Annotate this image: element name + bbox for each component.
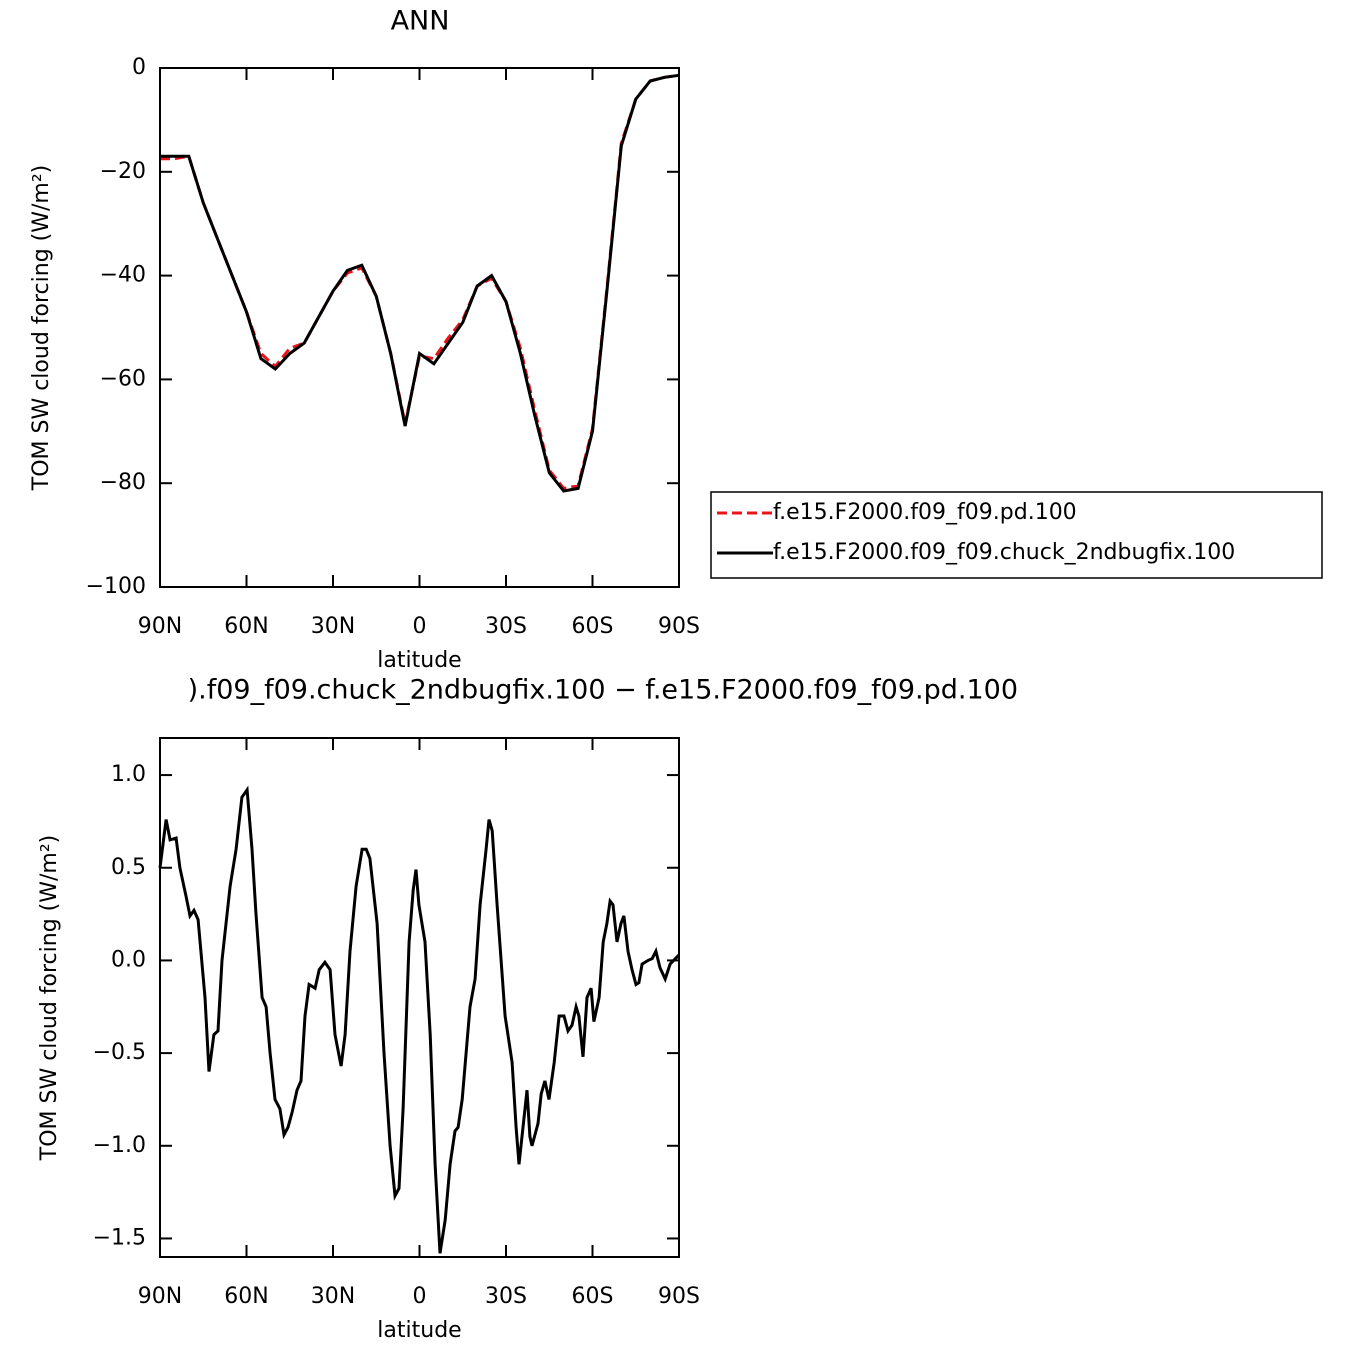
y-tick-label: −1.0 <box>93 1133 146 1158</box>
x-tick-label: 30N <box>311 614 355 639</box>
y-tick-label: −40 <box>100 263 146 288</box>
data-line <box>158 785 681 1254</box>
y-tick-label: −1.5 <box>93 1225 146 1250</box>
y-tick-label: 0 <box>132 55 146 80</box>
y-tick-label: 0.5 <box>111 855 146 880</box>
y-axis-label: TOM SW cloud forcing (W/m²) <box>37 835 62 1161</box>
y-tick-label: −60 <box>100 366 146 391</box>
x-tick-label: 60N <box>224 614 268 639</box>
y-tick-label: 1.0 <box>111 762 146 787</box>
x-tick-label: 0 <box>413 614 427 639</box>
x-tick-label: 90N <box>138 614 182 639</box>
x-axis-label: latitude <box>377 648 461 673</box>
x-tick-label: 60N <box>224 1284 268 1309</box>
data-line <box>160 73 680 493</box>
x-tick-label: 0 <box>413 1284 427 1309</box>
x-tick-label: 90S <box>658 1284 700 1309</box>
chart-title: ).f09_f09.chuck_2ndbugfix.100 − f.e15.F2… <box>188 675 1018 706</box>
x-tick-label: 90N <box>138 1284 182 1309</box>
data-line <box>160 73 680 491</box>
y-axis-label: TOM SW cloud forcing (W/m²) <box>29 165 54 491</box>
chart-title: ANN <box>391 6 450 37</box>
y-tick-label: 0.0 <box>111 947 146 972</box>
legend-label: f.e15.F2000.f09_f09.chuck_2ndbugfix.100 <box>773 540 1235 565</box>
x-axis-label: latitude <box>377 1318 461 1343</box>
legend-label: f.e15.F2000.f09_f09.pd.100 <box>773 500 1077 525</box>
y-tick-label: −80 <box>100 470 146 495</box>
y-tick-label: −0.5 <box>93 1040 146 1065</box>
plot-frame <box>159 737 680 1258</box>
legend-box <box>710 491 1323 579</box>
x-tick-label: 30S <box>485 614 527 639</box>
y-tick-label: −100 <box>86 574 146 599</box>
plot-frame <box>159 67 680 588</box>
y-tick-label: −20 <box>100 159 146 184</box>
x-tick-label: 60S <box>572 614 614 639</box>
x-tick-label: 30S <box>485 1284 527 1309</box>
x-tick-label: 30N <box>311 1284 355 1309</box>
x-tick-label: 60S <box>572 1284 614 1309</box>
x-tick-label: 90S <box>658 614 700 639</box>
